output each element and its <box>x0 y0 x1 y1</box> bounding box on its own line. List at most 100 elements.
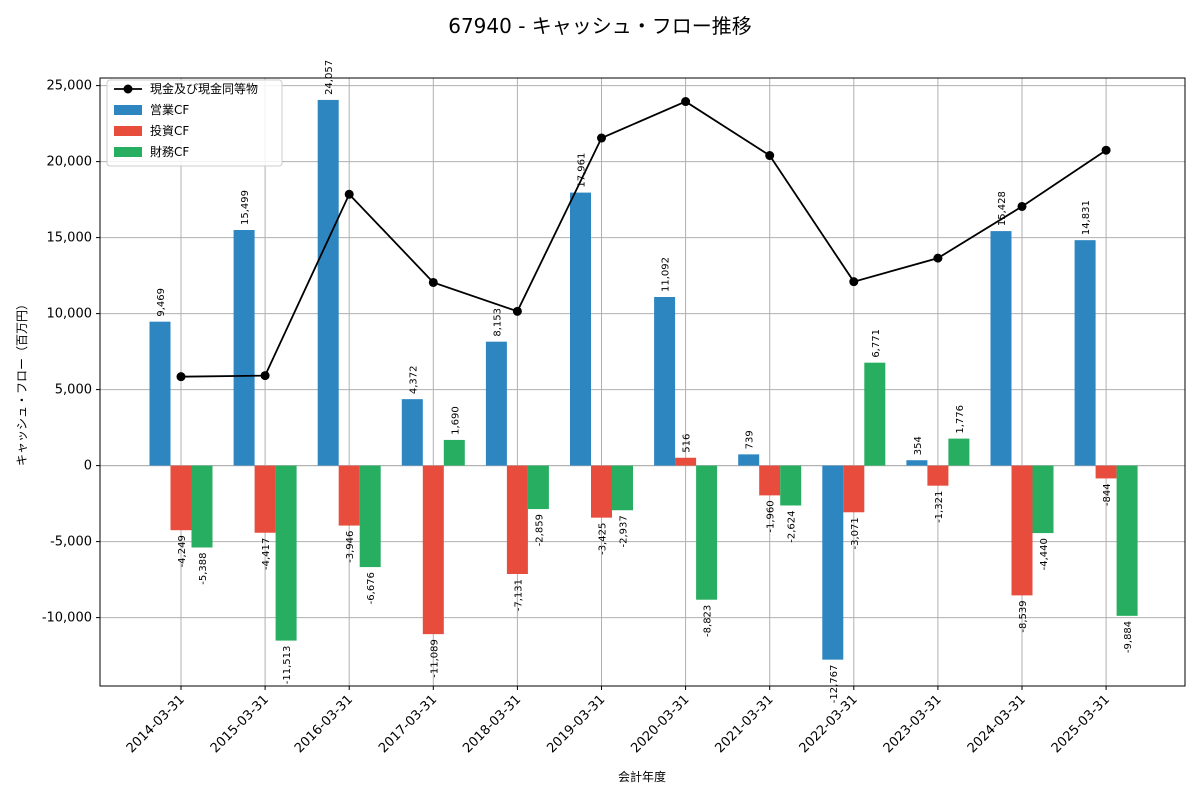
plot-frame <box>99 77 1186 687</box>
x-axis-ticks: 2014-03-31 2015-03-31 2016-03-31 2017-03-31… <box>124 686 1113 756</box>
y-axis-label: キャッシュ・フロー（百万円） <box>15 298 29 466</box>
data-label: 15,428 <box>997 191 1008 226</box>
x-tick-label: 2018-03-31 <box>460 692 524 756</box>
data-label: 6,771 <box>871 329 882 358</box>
bars <box>149 99 1138 660</box>
bar-投資CF <box>170 465 192 531</box>
data-label: 15,499 <box>240 190 251 225</box>
bar-財務CF <box>191 465 213 548</box>
data-label: -3,071 <box>850 517 861 549</box>
bar-財務CF <box>612 465 633 511</box>
y-tick-label: 25,000 <box>47 79 93 94</box>
bar-営業CF <box>570 192 591 466</box>
bar-投資CF <box>506 465 528 574</box>
data-labels: 9,469 15,499 24,057 4,372 8,153 17,961 11,092 7… <box>156 60 1134 703</box>
x-tick-label: 2023-03-31 <box>881 692 945 756</box>
y-tick-label: 0 <box>84 459 92 474</box>
bar-営業CF <box>401 399 423 466</box>
chart-title: 67940 - キャッシュ・フロー推移 <box>448 14 752 38</box>
y-tick-label: 5,000 <box>55 383 92 398</box>
bar-財務CF <box>780 465 802 506</box>
line-point <box>765 151 775 161</box>
bar-財務CF <box>359 465 381 568</box>
data-label: 11,092 <box>661 257 672 292</box>
bar-投資CF <box>254 465 276 533</box>
data-label: -7,131 <box>513 579 524 611</box>
bar-投資CF <box>843 465 865 513</box>
line-point <box>512 306 522 316</box>
x-tick-label: 2024-03-31 <box>965 692 1029 756</box>
data-label: -844 <box>1102 483 1113 506</box>
data-label: 1,776 <box>955 405 966 434</box>
line-point <box>933 253 943 263</box>
bar-営業CF <box>317 99 339 466</box>
data-label: 1,690 <box>450 406 461 435</box>
legend-label: 営業CF <box>150 103 189 117</box>
data-label: -5,388 <box>198 552 209 584</box>
x-tick-label: 2020-03-31 <box>628 692 692 756</box>
data-label: 24,057 <box>324 60 335 95</box>
bar-投資CF <box>1095 465 1117 479</box>
bar-営業CF <box>990 231 1012 466</box>
y-tick-label: -10,000 <box>42 611 92 626</box>
line-point <box>849 277 859 287</box>
bar-財務CF <box>948 438 970 466</box>
bar-投資CF <box>422 465 444 635</box>
bar-財務CF <box>696 465 718 600</box>
line-point <box>344 189 354 199</box>
line-point <box>1101 145 1111 155</box>
x-tick-label: 2019-03-31 <box>544 692 608 756</box>
data-label: -2,624 <box>787 510 798 542</box>
legend-bar-swatch <box>114 105 142 115</box>
x-axis-label: 会計年度 <box>618 769 666 784</box>
bar-財務CF <box>864 362 886 466</box>
bar-投資CF <box>338 465 360 526</box>
y-tick-label: -5,000 <box>50 535 92 550</box>
legend-box <box>106 79 283 167</box>
cash-line <box>176 97 1111 382</box>
data-label: -8,539 <box>1018 600 1029 632</box>
x-tick-label: 2016-03-31 <box>292 692 356 756</box>
data-label: 354 <box>913 436 924 455</box>
bar-営業CF <box>906 460 928 466</box>
data-label: -12,767 <box>829 665 840 704</box>
legend-label: 現金及び現金同等物 <box>150 81 258 96</box>
bar-財務CF <box>443 439 465 466</box>
data-label: 516 <box>682 434 693 453</box>
data-label: 9,469 <box>156 288 167 317</box>
line-point <box>428 277 438 287</box>
x-tick-label: 2014-03-31 <box>124 692 188 756</box>
y-tick-label: 10,000 <box>47 307 93 322</box>
x-tick-label: 2021-03-31 <box>712 692 776 756</box>
data-label: -2,859 <box>534 514 545 546</box>
bar-財務CF <box>1116 465 1138 616</box>
bar-財務CF <box>1032 465 1054 534</box>
bar-財務CF <box>527 465 549 510</box>
bar-営業CF <box>485 341 507 466</box>
legend-line-marker <box>123 84 133 94</box>
bar-営業CF <box>1074 240 1096 466</box>
x-tick-label: 2025-03-31 <box>1049 692 1113 756</box>
bar-投資CF <box>1011 465 1033 596</box>
data-label: -8,823 <box>703 605 714 637</box>
line-point <box>176 372 186 382</box>
data-label: -1,960 <box>766 500 777 532</box>
y-tick-label: 15,000 <box>47 231 93 246</box>
legend-bar-swatch <box>114 126 142 136</box>
data-label: 4,372 <box>408 366 419 395</box>
data-label: -6,676 <box>366 572 377 604</box>
data-label: 8,153 <box>492 308 503 337</box>
line-point <box>260 371 270 381</box>
data-label: -4,417 <box>261 538 272 570</box>
data-label: -3,946 <box>345 531 356 563</box>
bar-投資CF <box>759 465 781 496</box>
bar-財務CF <box>275 465 297 641</box>
data-label: -2,937 <box>619 515 630 547</box>
data-label: -1,321 <box>934 491 945 523</box>
x-tick-label: 2015-03-31 <box>208 692 272 756</box>
legend-bar-swatch <box>114 147 142 157</box>
data-label: 14,831 <box>1081 200 1092 235</box>
line-point <box>681 97 691 107</box>
